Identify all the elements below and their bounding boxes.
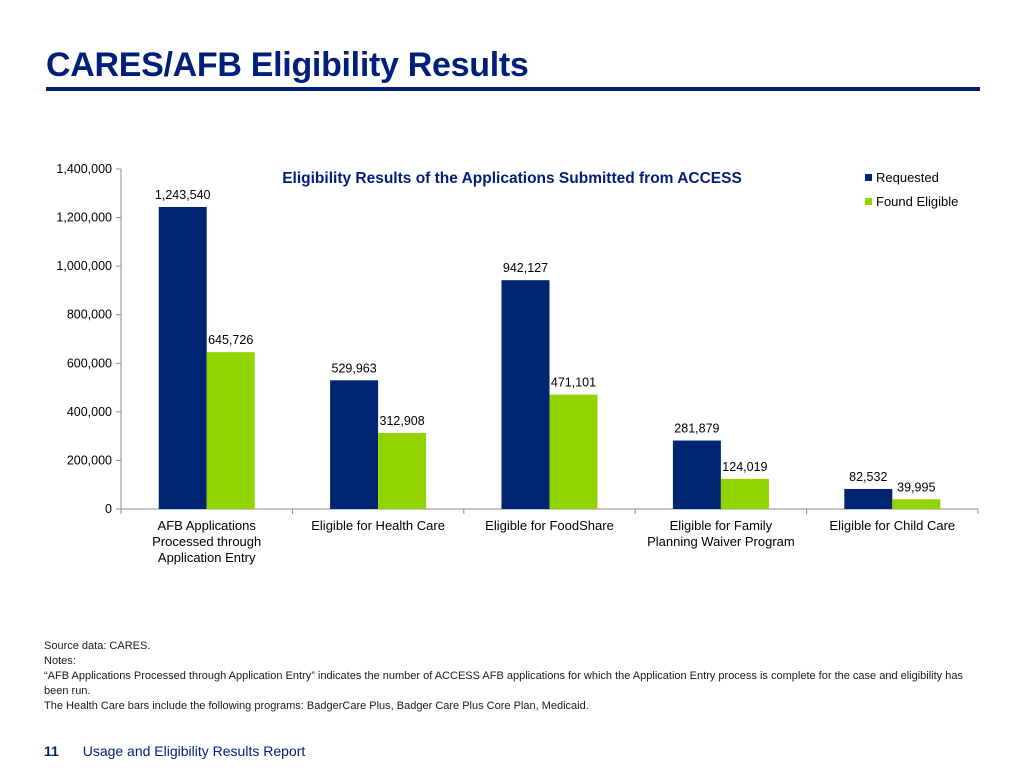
- note-health-care: The Health Care bars include the followi…: [44, 700, 589, 712]
- title-divider: [46, 87, 980, 91]
- data-label: 471,101: [551, 376, 596, 390]
- y-tick-label: 200,000: [67, 453, 112, 467]
- chart-title: Eligibility Results of the Applications …: [282, 170, 742, 187]
- data-label: 529,963: [332, 361, 377, 375]
- legend-swatch: [865, 198, 872, 205]
- bar-found-eligible: [892, 499, 941, 509]
- y-tick-label: 800,000: [67, 308, 112, 322]
- data-label: 281,879: [674, 422, 719, 436]
- bar-found-eligible: [206, 352, 255, 509]
- data-label: 82,532: [849, 470, 887, 484]
- footer: 11 Usage and Eligibility Results Report: [44, 743, 305, 759]
- bar-found-eligible: [720, 478, 769, 509]
- y-tick-label: 1,000,000: [56, 259, 112, 273]
- legend-label: Found Eligible: [876, 194, 958, 209]
- x-category-label: Processed through: [152, 534, 261, 549]
- x-category-label: AFB Applications: [158, 518, 257, 533]
- bar-requested: [672, 440, 721, 509]
- x-category-label: Planning Waiver Program: [647, 534, 795, 549]
- data-label: 312,908: [380, 414, 425, 428]
- data-label: 1,243,540: [155, 188, 211, 202]
- x-category-label: Application Entry: [158, 550, 256, 565]
- footnotes: Source data: CARES. Notes: “AFB Applicat…: [44, 639, 974, 714]
- data-label: 124,019: [722, 460, 767, 474]
- bar-requested: [501, 280, 550, 509]
- bar-found-eligible: [549, 394, 598, 509]
- page-number: 11: [44, 743, 59, 759]
- slide-title: CARES/AFB Eligibility Results: [46, 46, 529, 84]
- note-afb-applications: “AFB Applications Processed through Appl…: [44, 670, 963, 697]
- eligibility-bar-chart: 0 200,000 400,000 600,000 800,000 1,000,000 1,…: [56, 162, 979, 565]
- y-tick-label: 1,200,000: [56, 211, 112, 225]
- y-tick-label: 0: [105, 502, 112, 516]
- x-category-label: Eligible for Child Care: [829, 518, 955, 533]
- data-label: 39,995: [897, 480, 935, 494]
- legend-swatch: [865, 174, 872, 181]
- bar-requested: [330, 380, 379, 509]
- report-title: Usage and Eligibility Results Report: [82, 743, 306, 759]
- data-label: 645,726: [208, 333, 253, 347]
- x-category-label: Eligible for Family: [670, 518, 773, 533]
- legend-label: Requested: [876, 170, 939, 185]
- bar-requested: [158, 206, 207, 509]
- x-category-label: Eligible for Health Care: [311, 518, 445, 533]
- source-note: Source data: CARES.: [44, 640, 151, 652]
- data-label: 942,127: [503, 261, 548, 275]
- bar-found-eligible: [378, 433, 427, 509]
- bar-requested: [844, 488, 893, 509]
- x-category-label: Eligible for FoodShare: [485, 518, 614, 533]
- y-tick-label: 600,000: [67, 356, 112, 370]
- y-tick-label: 400,000: [67, 405, 112, 419]
- y-tick-label: 1,400,000: [56, 162, 112, 176]
- notes-label: Notes:: [44, 655, 76, 667]
